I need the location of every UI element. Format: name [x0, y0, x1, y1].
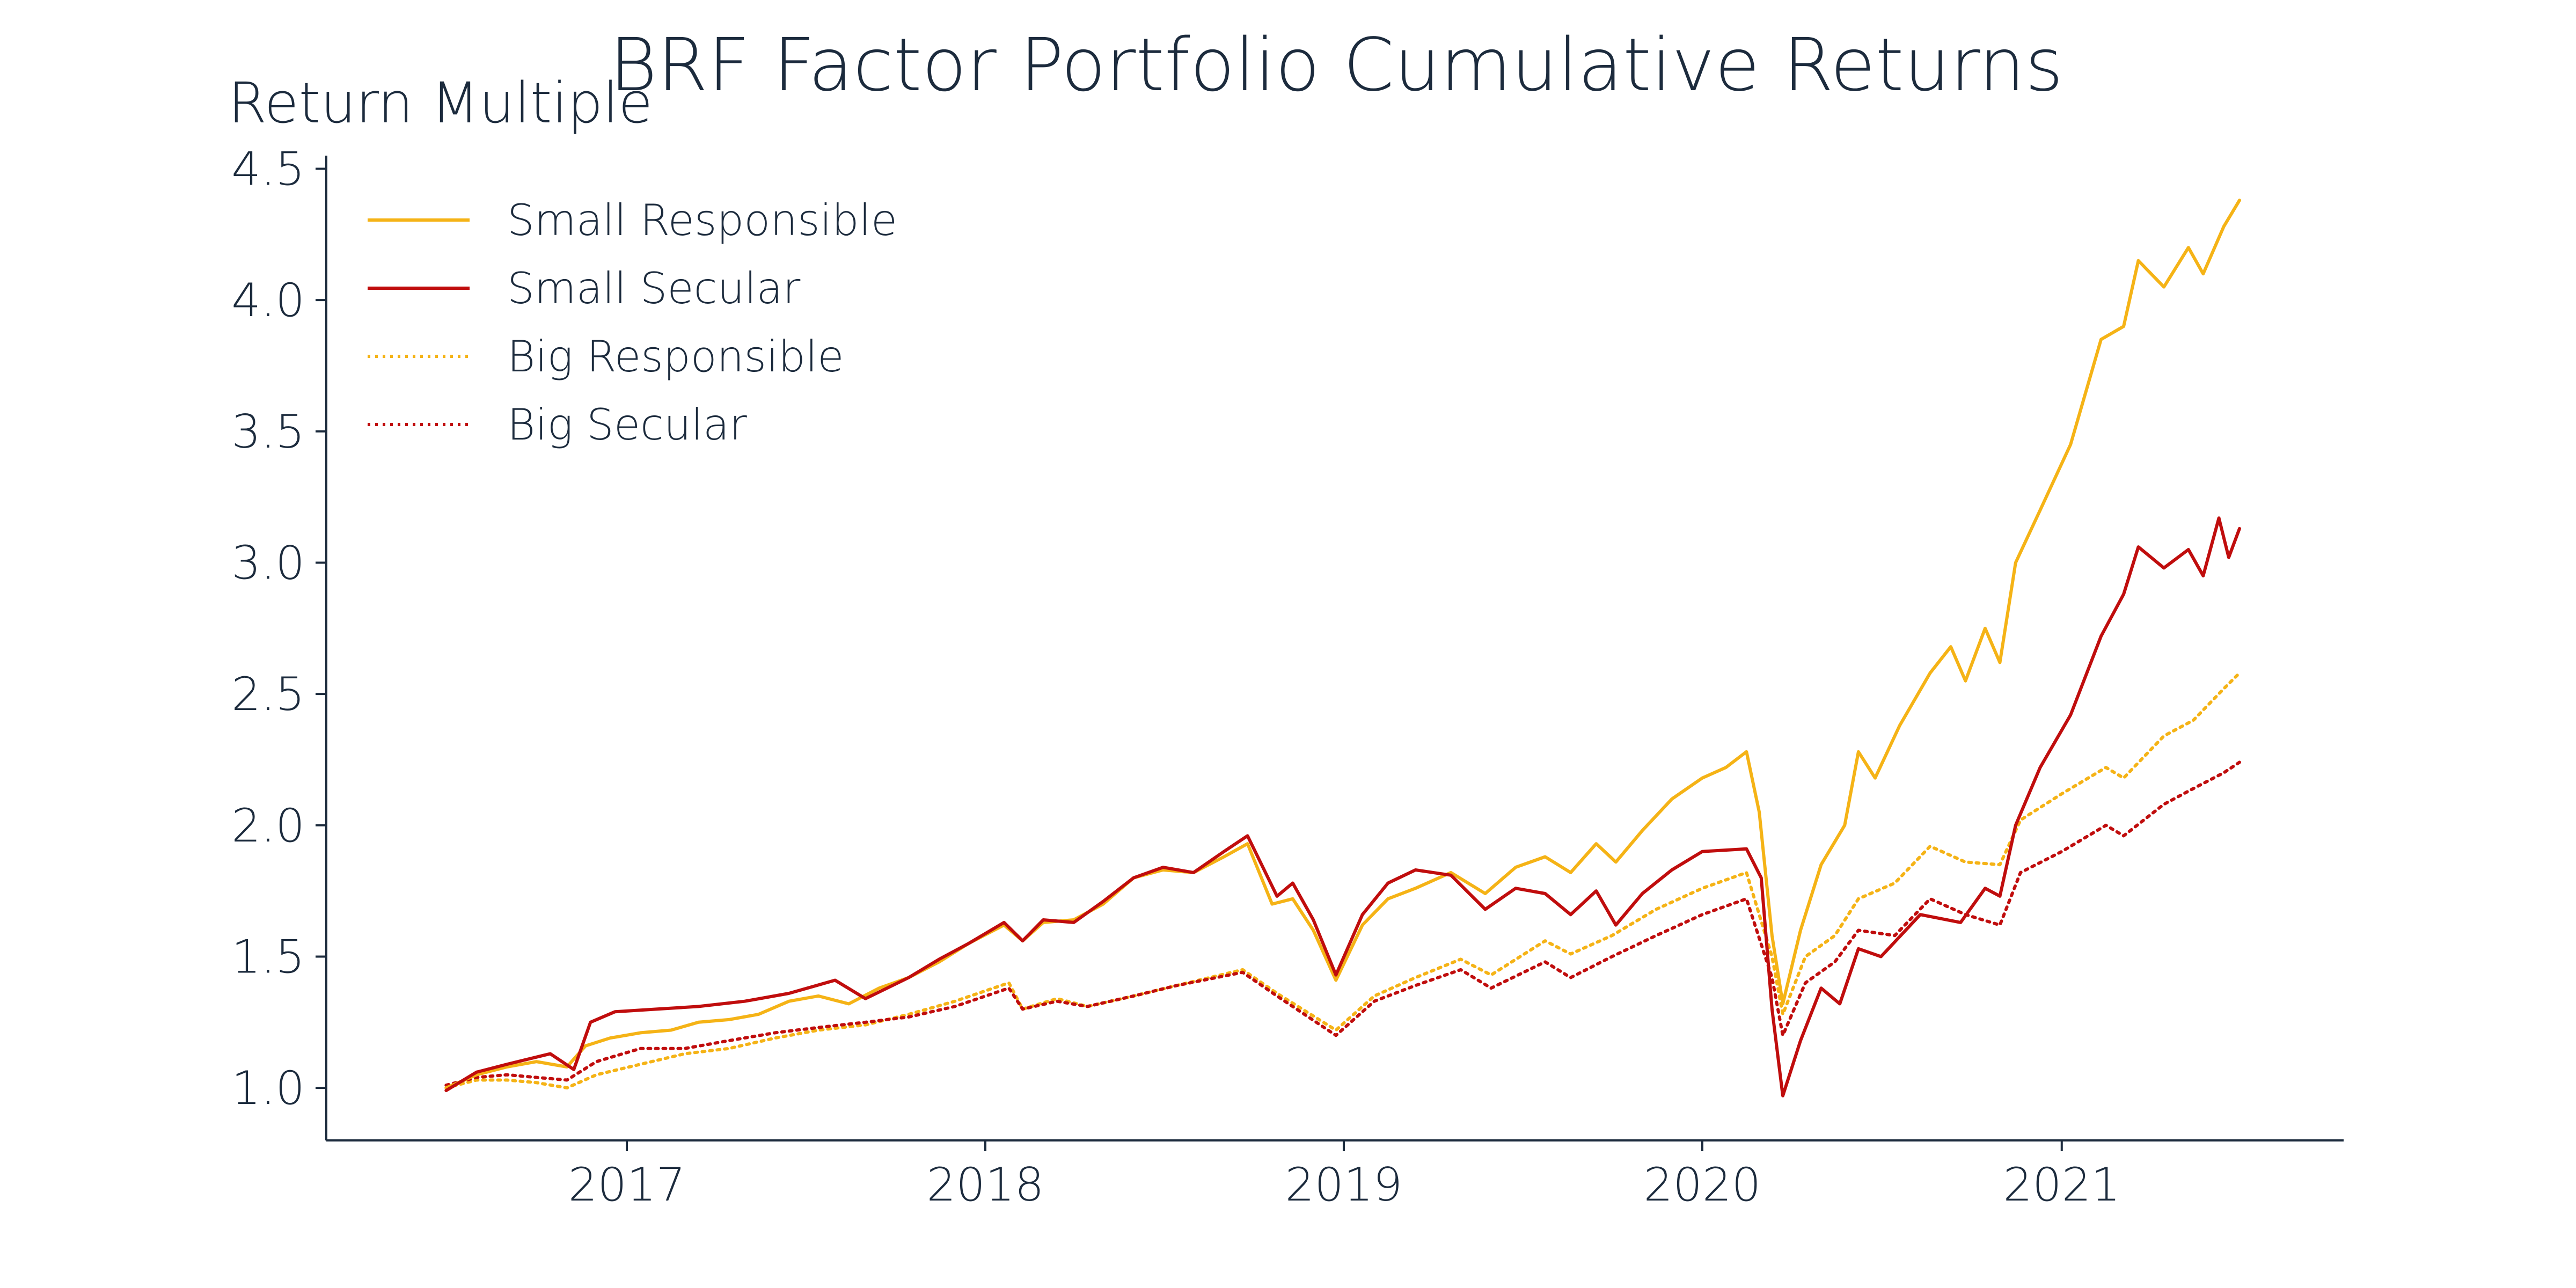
- series-layer: [444, 199, 2241, 1097]
- legend-label-small-secular: Small Secular: [507, 264, 801, 313]
- legend-label-big-secular: Big Secular: [507, 400, 747, 450]
- x-axis-ticks: 2017 2018 2019 2020 2021: [568, 1140, 2120, 1212]
- y-tick-label: 1.0: [231, 1062, 305, 1115]
- x-tick-label: 2021: [2003, 1158, 2120, 1212]
- chart-title: BRF Factor Portfolio Cumulative Returns: [610, 23, 2063, 108]
- y-tick-label: 3.5: [231, 405, 305, 459]
- legend: Small Responsible Small Secular Big Respon…: [368, 195, 897, 450]
- y-tick-label: 4.5: [231, 142, 305, 196]
- series-line-small-responsible: [444, 199, 2241, 1090]
- x-tick-label: 2019: [1285, 1158, 1403, 1212]
- y-tick-label: 1.5: [231, 930, 305, 984]
- series-line-big-responsible: [444, 671, 2241, 1090]
- y-tick-label: 2.0: [231, 799, 305, 853]
- y-tick-label: 3.0: [231, 536, 305, 590]
- x-tick-label: 2018: [927, 1158, 1044, 1212]
- x-tick-label: 2020: [1644, 1158, 1761, 1212]
- y-axis-ticks: 1.0 1.5 2.0 2.5 3.0 3.5 4.0 4.5: [231, 142, 326, 1115]
- legend-label-small-responsible: Small Responsible: [507, 195, 897, 245]
- series-line-small-secular: [444, 516, 2241, 1097]
- y-tick-label: 4.0: [231, 274, 305, 327]
- legend-label-big-responsible: Big Responsible: [507, 332, 844, 382]
- x-tick-label: 2017: [568, 1158, 686, 1212]
- y-axis-label: Return Multiple: [228, 70, 653, 136]
- y-tick-label: 2.5: [231, 668, 305, 721]
- series-line-big-secular: [444, 760, 2241, 1087]
